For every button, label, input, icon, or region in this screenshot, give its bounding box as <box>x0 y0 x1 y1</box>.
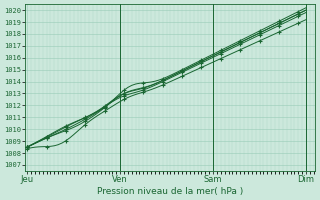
X-axis label: Pression niveau de la mer( hPa ): Pression niveau de la mer( hPa ) <box>97 187 244 196</box>
